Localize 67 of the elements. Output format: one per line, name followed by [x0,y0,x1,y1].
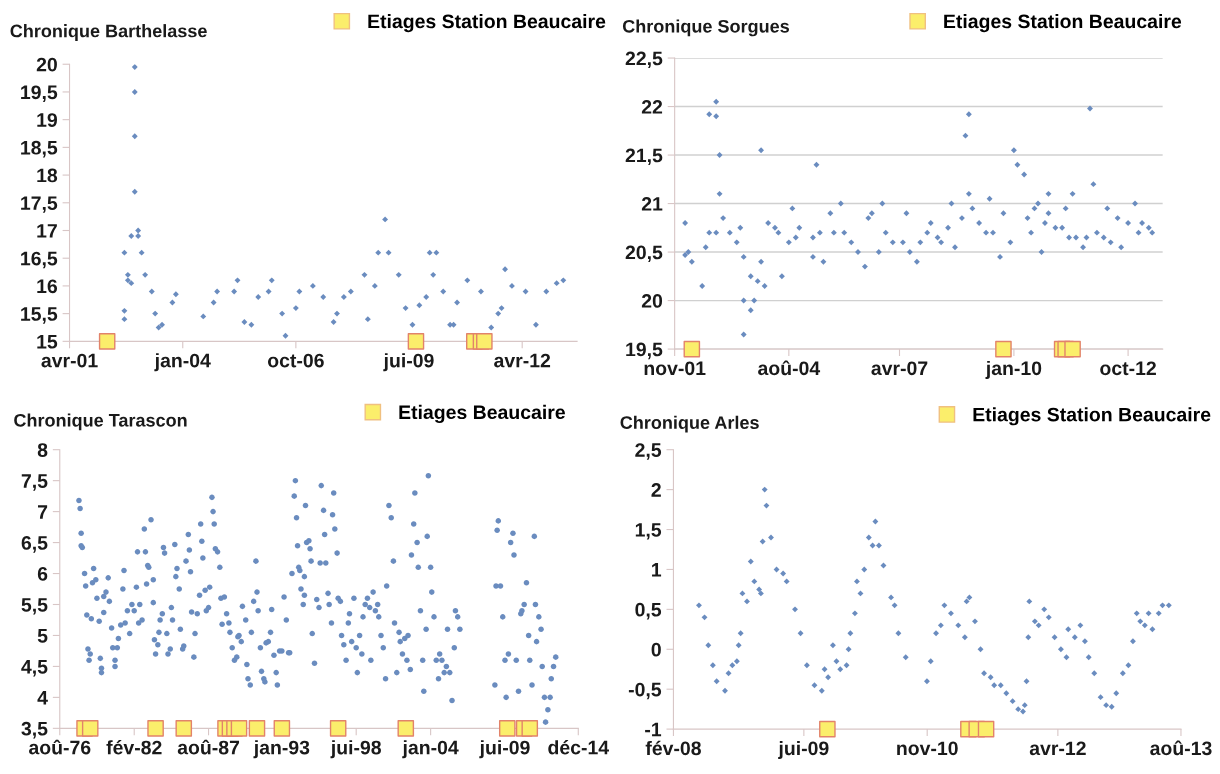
legend-label: Etiages Station Beaucaire [368,13,606,33]
y-tick-label: 6 [37,567,48,581]
y-tick-label: 22,5 [625,51,663,69]
x-tick-label: aoû-76 [29,739,91,755]
y-tick-label: 19 [37,113,58,127]
x-tick-label: jan-04 [402,740,459,759]
y-tick-label: 21 [641,197,663,211]
chart-title: Chronique Tarascon [14,413,187,431]
y-tick-label: 0,5 [635,602,662,620]
y-tick-label: 16,5 [21,251,58,269]
x-tick-label: déc-14 [548,739,609,755]
x-tick-label: fév-82 [106,739,162,755]
x-tick-label: avr-07 [871,361,928,376]
x-tick-label: oct-12 [1100,361,1156,376]
y-tick-label: -0,5 [628,682,662,700]
y-tick-label: 7,5 [21,474,48,491]
y-tick-label: 21,5 [625,148,663,166]
x-tick-label: aoû-13 [1150,740,1212,756]
y-tick-label: 20,5 [625,245,663,263]
y-tick-label: 5,5 [21,598,48,615]
x-tick-label: avr-12 [1029,741,1086,756]
y-tick-label: 5 [37,629,48,643]
legend-label: Etiages Beaucaire [399,404,565,424]
x-tick-label: jui-09 [479,740,530,759]
x-tick-label: fév-08 [645,740,701,756]
y-tick-label: 8 [37,443,48,457]
y-tick-label: 20 [641,294,663,308]
y-tick-label: 3,5 [21,721,48,739]
y-tick-label: 0 [651,642,661,657]
x-tick-label: jan-93 [253,740,310,759]
legend-label: Etiages Station Beaucaire [973,407,1211,426]
y-tick-label: 4,5 [21,660,48,677]
legend-label: Etiages Station Beaucaire [944,13,1182,33]
y-tick-label: 22 [641,100,663,114]
y-tick-label: 19,5 [21,85,58,103]
chart-title: Chronique Arles [620,415,759,433]
y-tick-label: 4 [37,691,48,705]
x-tick-label: avr-12 [494,353,551,368]
y-tick-label: 7 [38,505,48,519]
x-tick-label: avr-01 [41,353,98,368]
x-tick-label: jui-09 [383,353,434,372]
y-tick-label: 15,5 [21,307,58,324]
chart-title: Chronique Barthelasse [10,24,207,41]
x-tick-label: aoû-87 [177,739,240,755]
x-tick-label: nov-01 [644,361,706,376]
y-tick-label: -1 [645,722,662,737]
y-tick-label: 2,5 [635,443,662,460]
y-tick-label: 17,5 [21,196,58,213]
chart-title: Chronique Sorgues [622,19,789,37]
y-tick-label: 15 [37,335,58,349]
y-tick-label: 1 [652,563,662,577]
y-tick-label: 1,5 [635,523,662,540]
x-tick-label: jan-04 [154,353,211,372]
y-tick-label: 20 [36,57,57,72]
x-tick-label: jui-09 [778,740,829,760]
y-tick-label: 6,5 [21,536,48,553]
x-tick-label: aoû-04 [758,360,821,376]
y-tick-label: 18,5 [21,140,58,158]
y-tick-label: 2 [651,483,661,497]
x-tick-label: jui-98 [330,740,381,759]
x-tick-label: jan-10 [985,360,1042,380]
x-tick-label: oct-06 [268,353,324,368]
y-tick-label: 19,5 [626,342,663,360]
y-tick-label: 17 [37,224,57,238]
x-tick-label: nov-10 [897,741,958,756]
y-tick-label: 18 [37,168,58,183]
y-tick-label: 16 [37,279,58,294]
